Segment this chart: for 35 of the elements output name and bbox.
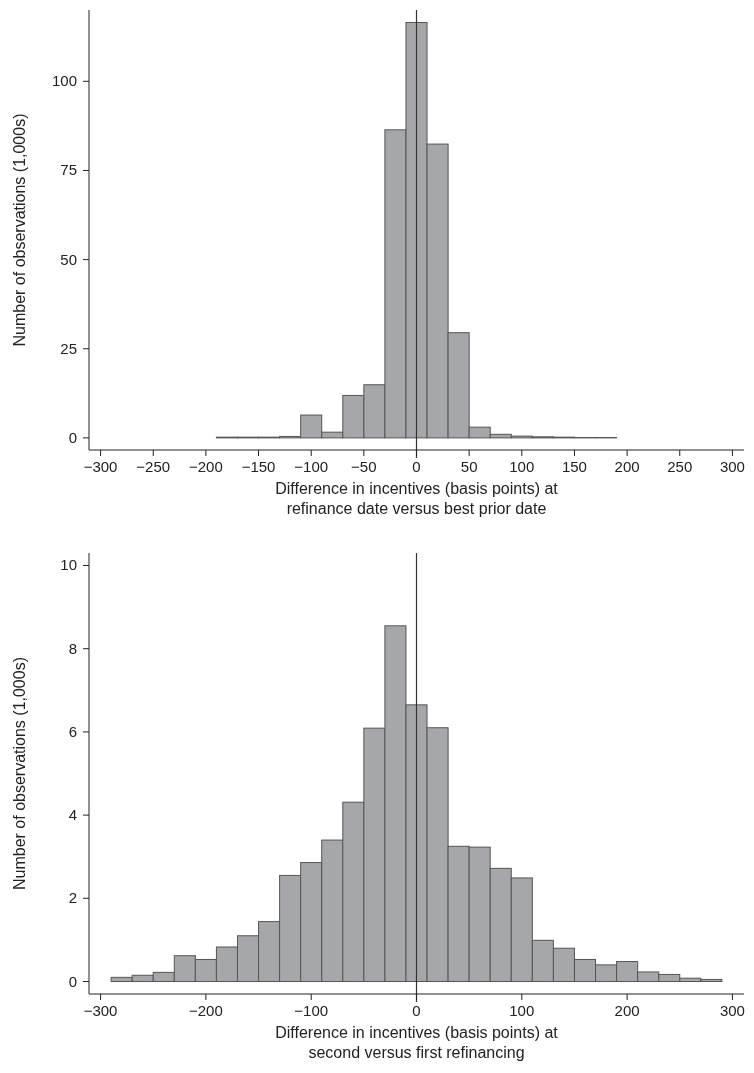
x-tick-label: 150 xyxy=(561,458,587,475)
x-tick-label: 300 xyxy=(719,458,745,475)
y-axis-title: Number of observations (1,000s) xyxy=(11,113,28,347)
x-tick-label: −250 xyxy=(136,458,171,475)
x-tick-label: −150 xyxy=(241,458,276,475)
y-tick-label: 50 xyxy=(60,250,77,268)
y-tick-label: 4 xyxy=(68,806,77,824)
x-tick-label: −300 xyxy=(83,1002,118,1019)
y-tick-label: 25 xyxy=(60,339,77,357)
x-tick-label: −100 xyxy=(294,1002,329,1019)
y-tick-label: 100 xyxy=(51,72,77,90)
x-tick-label: 250 xyxy=(667,458,693,475)
x-tick-label: 200 xyxy=(614,458,640,475)
x-axis-title: Difference in incentives (basis points) at second versus first refinancing xyxy=(275,1024,559,1061)
x-tick-label: −200 xyxy=(188,458,223,475)
y-tick-label: 2 xyxy=(68,889,77,907)
x-tick-label: −50 xyxy=(351,458,377,475)
y-tick-label: 10 xyxy=(60,556,77,574)
x-tick-label: 0 xyxy=(412,1002,421,1019)
x-tick-label: 200 xyxy=(614,1002,640,1019)
y-tick-label: 0 xyxy=(68,972,77,990)
y-tick-label: 75 xyxy=(60,161,77,179)
x-tick-label: 50 xyxy=(460,458,478,475)
y-tick-label: 6 xyxy=(68,722,77,740)
y-axis-title: Number of observations (1,000s) xyxy=(11,657,28,890)
x-tick-label: 100 xyxy=(509,458,535,475)
x-tick-label: −100 xyxy=(294,458,329,475)
y-tick-label: 8 xyxy=(68,639,77,657)
y-tick-label: 0 xyxy=(68,428,77,446)
x-tick-label: 0 xyxy=(412,458,421,475)
x-tick-label: −200 xyxy=(188,1002,223,1019)
x-tick-label: 300 xyxy=(719,1002,745,1019)
x-tick-label: −300 xyxy=(83,458,118,475)
x-axis-title: Difference in incentives (basis points) at refinance date versus best prior date xyxy=(275,480,559,517)
x-tick-label: 100 xyxy=(509,1002,535,1019)
